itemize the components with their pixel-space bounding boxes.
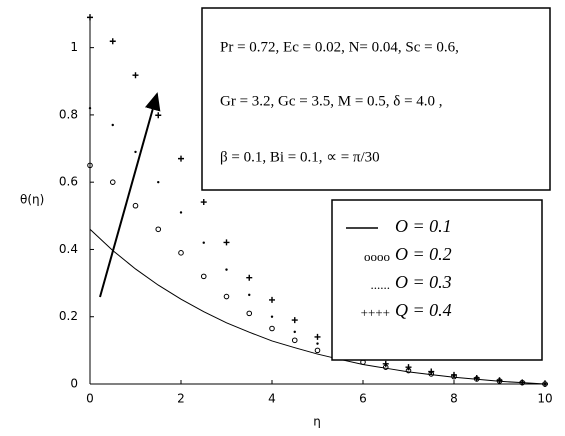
point [178,155,184,162]
point [270,315,274,318]
point [223,293,230,300]
series-line [89,228,546,385]
annotation: Gr = 3.2, Gc = 3.5, M = 0.5, δ = 4.0 , [220,93,443,109]
point [519,379,526,386]
legend-label: O = 0.3 [395,272,452,292]
x-tick-label: 10 [537,392,552,406]
annotation-box [201,7,551,191]
point [405,364,412,371]
point [87,14,93,21]
x-tick-label: 4 [268,392,276,406]
point [225,268,228,271]
point [428,368,435,375]
point [111,123,114,127]
point [155,112,162,119]
point [109,179,116,185]
y-tick-label: 0 [70,377,78,391]
legend-label: O = 0.2 [395,244,452,264]
legend-label: Q = 0.4 [395,300,452,320]
y-tick-label: 0.2 [59,309,78,323]
point [496,377,503,384]
point [200,199,207,206]
point [269,325,275,332]
arrow [99,92,161,298]
point [451,371,457,378]
point [223,239,230,246]
y-tick-label: 0.4 [59,242,78,256]
legend-symbol: ...... [371,277,391,292]
point [473,374,480,381]
x-tick-label: 6 [359,392,367,406]
point [314,347,321,354]
point [155,226,162,233]
y-tick-label: 0.8 [59,107,78,121]
point [178,250,184,256]
point [246,310,253,317]
y-tick-label: 0.6 [59,175,78,189]
legend-label: O = 0.1 [395,216,452,236]
x-tick-label: 8 [450,392,458,406]
point [269,296,275,303]
point [382,360,389,367]
point [109,38,116,45]
point [157,180,160,184]
x-axis-label: η [313,415,321,429]
annotation: Pr = 0.72, Ec = 0.02, N= 0.04, Sc = 0.6, [220,39,459,55]
point [542,381,548,387]
point [132,202,139,209]
point [134,150,137,154]
point [316,342,319,345]
point [179,211,183,214]
annotation: β = 0.1, Bi = 0.1, ∝ = π/30 [220,149,380,165]
point [88,106,92,110]
legend-box [331,199,543,361]
point [132,72,139,79]
x-tick-label: 2 [177,392,185,406]
point [314,333,321,340]
x-tick-label: 0 [86,392,94,406]
point [87,162,93,169]
point [291,337,298,344]
point [202,241,205,244]
point [200,273,207,280]
y-tick-label: 1 [70,40,78,54]
y-axis-label: θ(η) [20,193,44,207]
point [248,293,251,297]
legend-symbol: ++++ [361,305,390,320]
point [246,274,253,281]
point [293,330,296,334]
point [291,317,298,324]
legend-symbol: oooo [364,249,390,264]
